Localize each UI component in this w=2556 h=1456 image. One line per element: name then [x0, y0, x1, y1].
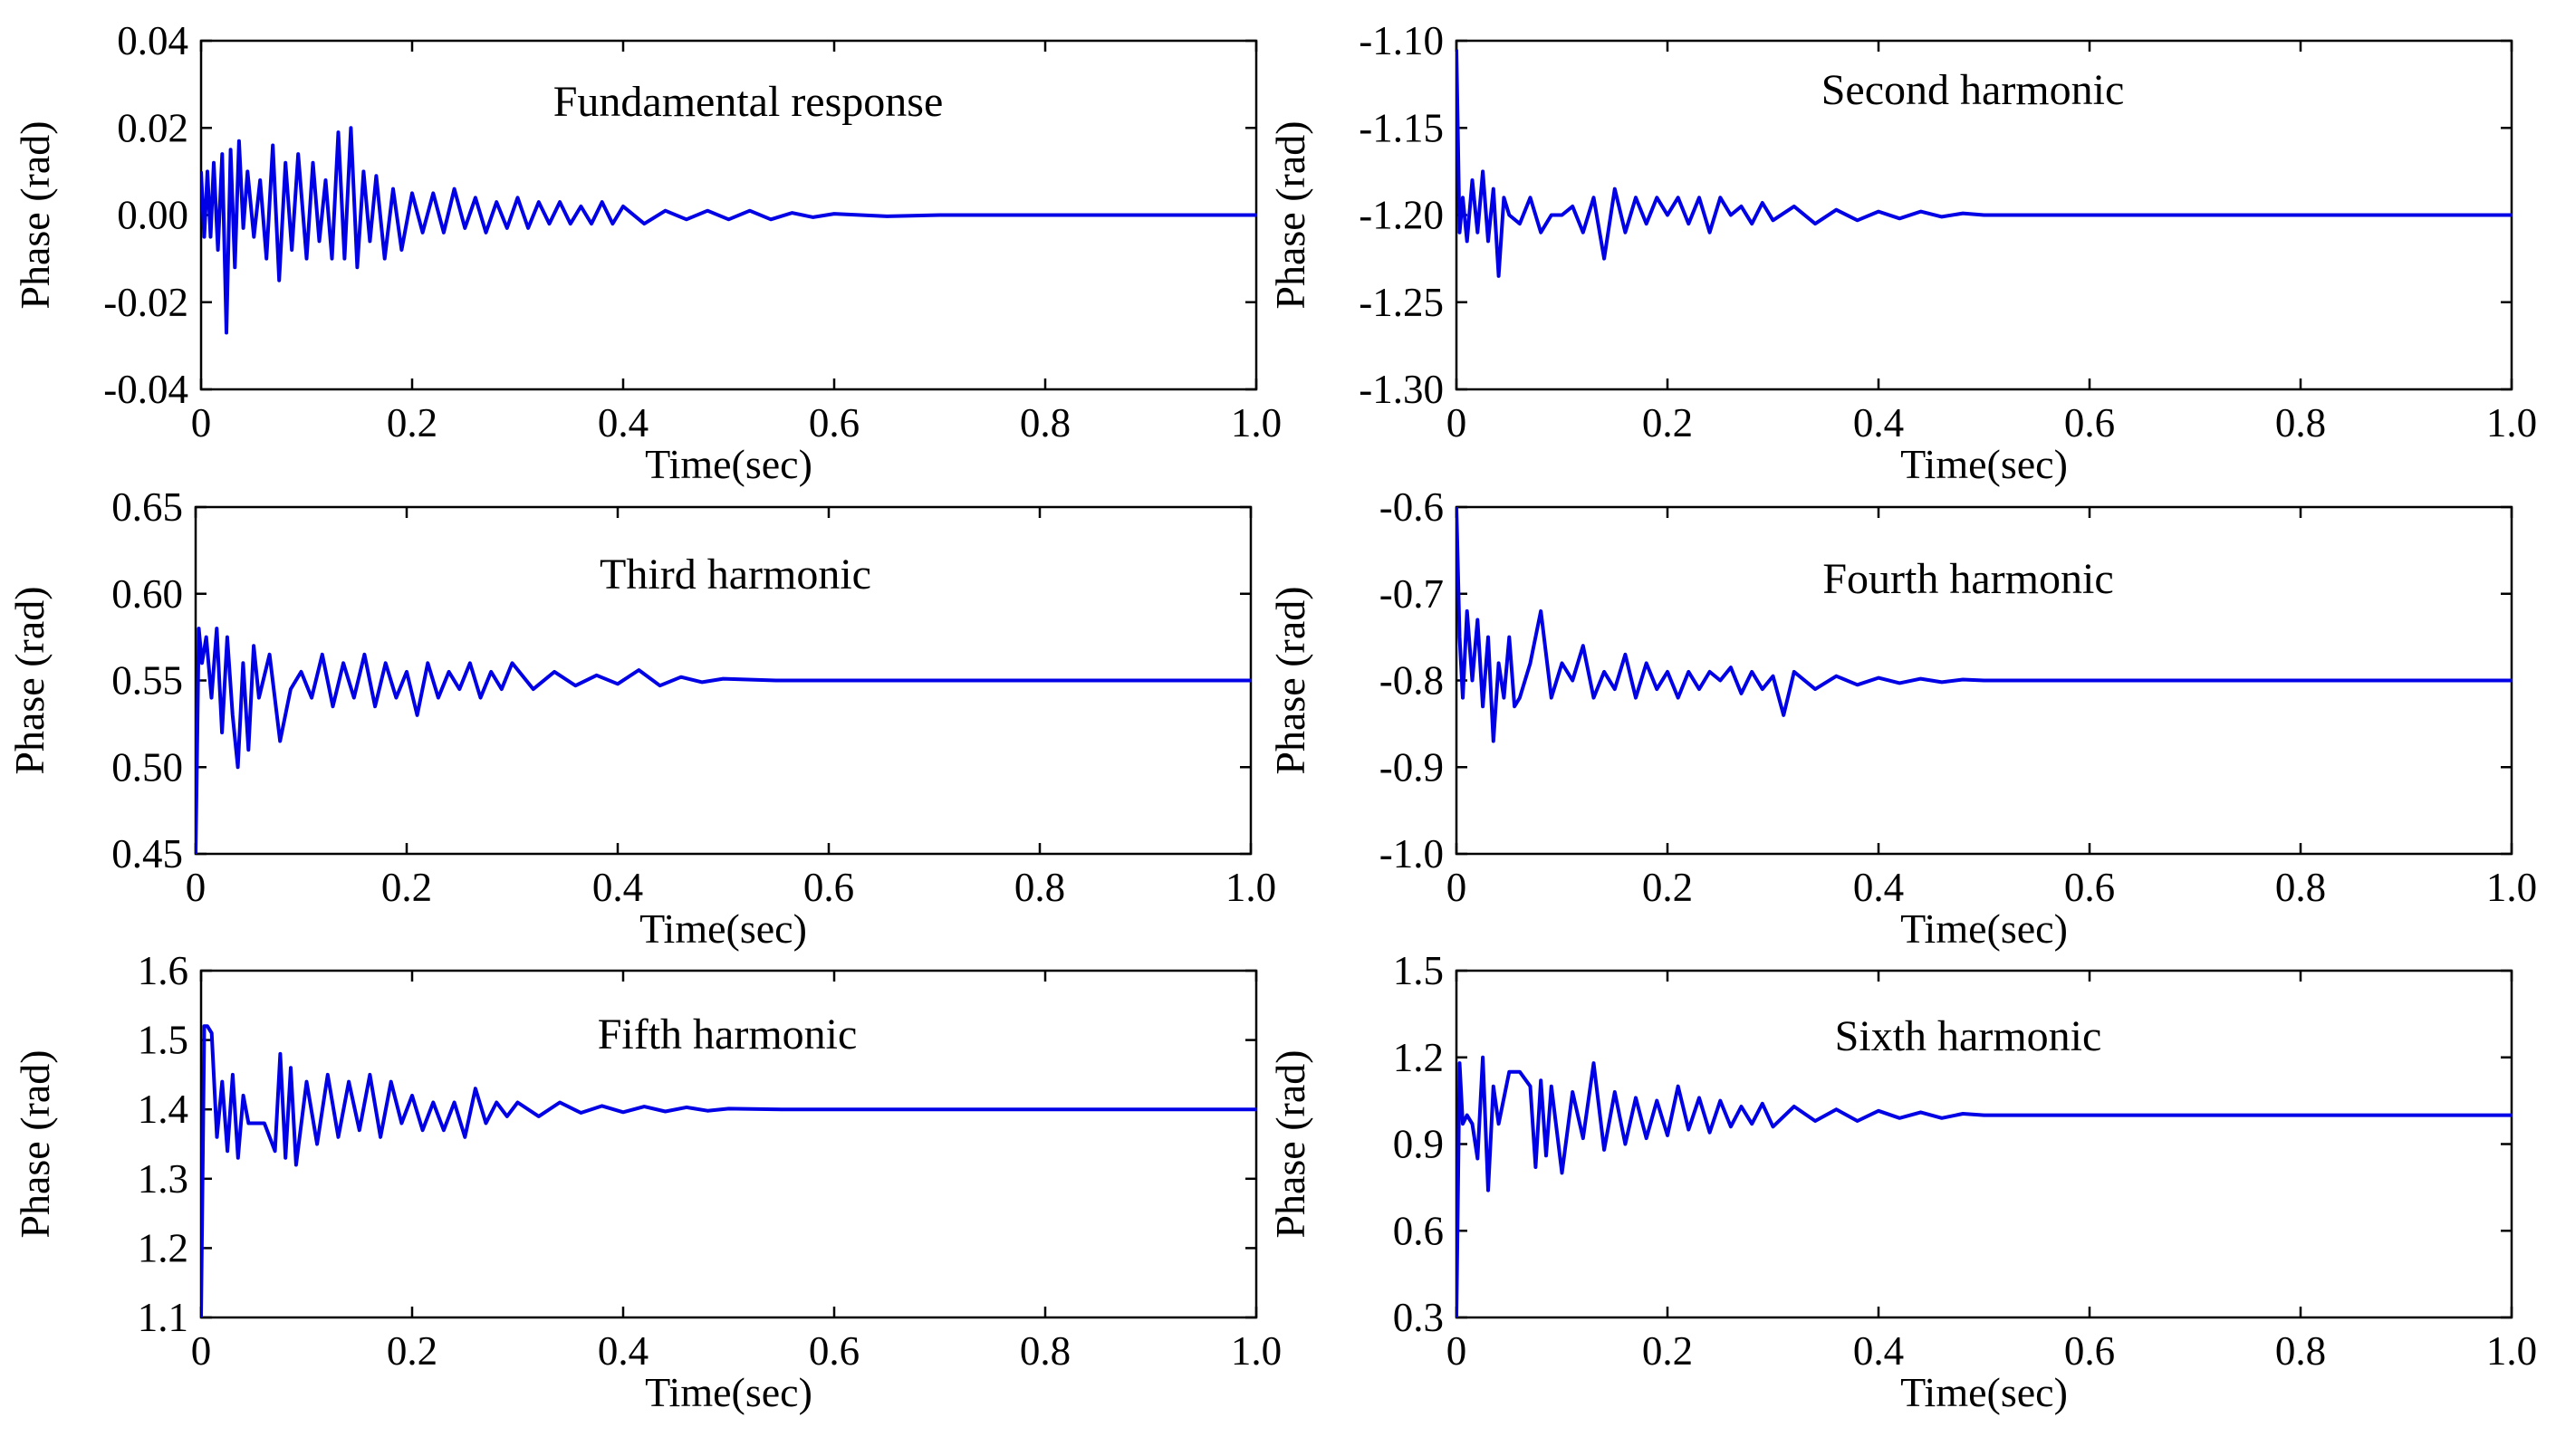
y-tick-label: 0.04 [117, 18, 188, 63]
x-axis-label: Time(sec) [1900, 905, 2068, 952]
x-tick-label: 1.0 [2486, 1328, 2537, 1374]
y-tick-label: -0.7 [1379, 571, 1444, 617]
x-axis-label: Time(sec) [1900, 441, 2068, 487]
chart-panel-3: 0 0.2 0.4 0.6 0.8 1.0 0.65 0.60 0.55 0.50 0.45 Time… [6, 484, 1276, 952]
y-tick-label: 0.55 [111, 658, 183, 704]
chart-panel-1: 0 0.2 0.4 0.6 0.8 1.0 0.04 0.02 0.00 -0.02 -0.04 Ti… [12, 18, 1282, 487]
x-tick-label: 0 [1446, 865, 1467, 910]
series-line [1456, 507, 2512, 743]
series-line [1456, 49, 2512, 278]
x-axis-label: Time(sec) [639, 905, 807, 952]
x-tick-label: 0.4 [592, 865, 643, 910]
y-tick-label: -1.30 [1359, 367, 1444, 412]
x-axis-label: Time(sec) [645, 1369, 812, 1415]
x-axis-label: Time(sec) [645, 441, 812, 487]
y-tick-label: 0.45 [111, 831, 183, 876]
y-tick-label: 1.4 [138, 1087, 188, 1132]
y-axis-label: Phase (rad) [1267, 586, 1313, 774]
y-tick-label: -0.6 [1379, 484, 1444, 530]
x-tick-label: 0.2 [381, 865, 432, 910]
x-tick-label: 1.0 [1225, 865, 1276, 910]
x-tick-label: 0.2 [1642, 1328, 1693, 1374]
x-tick-label: 0.6 [803, 865, 854, 910]
y-tick-label: -1.0 [1379, 831, 1444, 876]
y-tick-label: -1.15 [1359, 105, 1444, 150]
y-tick-label: 0.00 [117, 193, 188, 238]
series-line [201, 1024, 1256, 1317]
chart-title: Fourth harmonic [1822, 555, 2113, 603]
y-tick-label: -0.04 [103, 367, 188, 412]
plot-frame [199, 969, 1258, 1319]
chart-title: Sixth harmonic [1835, 1012, 2102, 1060]
y-tick-label: 1.2 [1393, 1035, 1444, 1080]
series-line [196, 627, 1251, 854]
y-tick-label: 0.60 [111, 571, 183, 617]
x-tick-label: 1.0 [2486, 400, 2537, 445]
y-tick-label: 1.2 [138, 1225, 188, 1270]
x-tick-label: 0.8 [2275, 1328, 2326, 1374]
x-tick-label: 0.6 [809, 1328, 860, 1374]
x-tick-label: 0 [191, 1328, 212, 1374]
y-tick-label: 1.3 [138, 1156, 188, 1202]
x-tick-label: 0.6 [2064, 400, 2115, 445]
y-tick-label: 1.5 [1393, 948, 1444, 993]
y-tick-label: 1.1 [138, 1295, 188, 1340]
chart-panel-2: 0 0.2 0.4 0.6 0.8 1.0 -1.10 -1.15 -1.20 -1.25 -1.3… [1267, 18, 2537, 487]
x-tick-label: 0.8 [1020, 1328, 1071, 1374]
y-axis-label: Phase (rad) [1267, 120, 1313, 309]
y-axis-label: Phase (rad) [12, 120, 58, 309]
x-axis-label: Time(sec) [1900, 1369, 2068, 1415]
y-tick-label: 0.02 [117, 105, 188, 150]
x-tick-label: 0 [1446, 400, 1467, 445]
y-tick-label: -0.02 [103, 280, 188, 325]
x-tick-label: 0 [1446, 1328, 1467, 1374]
series-line [201, 126, 1256, 335]
chart-title: Fundamental response [553, 78, 944, 126]
x-tick-label: 0.4 [598, 400, 649, 445]
y-tick-label: -1.25 [1359, 280, 1444, 325]
x-tick-label: 0 [186, 865, 207, 910]
y-tick-label: 0.6 [1393, 1208, 1444, 1253]
y-axis-label: Phase (rad) [6, 586, 53, 774]
x-tick-label: 0.2 [387, 400, 437, 445]
y-tick-label: -0.9 [1379, 744, 1444, 790]
x-tick-label: 0.4 [1853, 1328, 1904, 1374]
y-tick-label: 0.50 [111, 744, 183, 790]
chart-title: Third harmonic [600, 551, 871, 599]
y-tick-label: 0.65 [111, 484, 183, 530]
x-tick-label: 1.0 [2486, 865, 2537, 910]
chart-panel-5: 0 0.2 0.4 0.6 0.8 1.0 1.6 1.5 1.4 1.3 1.2 1.1 Time(s… [12, 948, 1282, 1415]
x-tick-label: 0.4 [598, 1328, 649, 1374]
y-tick-label: 1.5 [138, 1018, 188, 1063]
x-tick-label: 0.4 [1853, 400, 1904, 445]
chart-panel-4: 0 0.2 0.4 0.6 0.8 1.0 -0.6 -0.7 -0.8 -0.9 -1.0 Time… [1267, 484, 2537, 952]
x-tick-label: 0 [191, 400, 212, 445]
x-tick-label: 0.8 [1020, 400, 1071, 445]
y-tick-label: 0.3 [1393, 1295, 1444, 1340]
x-tick-label: 0.6 [809, 400, 860, 445]
x-tick-label: 0.8 [2275, 865, 2326, 910]
y-tick-label: -1.10 [1359, 18, 1444, 63]
y-tick-label: -1.20 [1359, 193, 1444, 238]
x-tick-label: 0.4 [1853, 865, 1904, 910]
y-tick-label: 0.9 [1393, 1122, 1444, 1167]
series-line [1456, 1055, 2512, 1317]
chart-title: Fifth harmonic [598, 1011, 858, 1058]
x-tick-label: 1.0 [1231, 1328, 1282, 1374]
x-tick-label: 0.6 [2064, 1328, 2115, 1374]
y-tick-label: -0.8 [1379, 658, 1444, 704]
y-axis-label: Phase (rad) [12, 1049, 58, 1238]
x-tick-label: 0.6 [2064, 865, 2115, 910]
y-tick-label: 1.6 [138, 948, 188, 993]
chart-title: Second harmonic [1821, 66, 2125, 114]
y-axis-label: Phase (rad) [1267, 1049, 1313, 1238]
x-tick-label: 0.2 [1642, 865, 1693, 910]
x-tick-label: 1.0 [1231, 400, 1282, 445]
x-tick-label: 0.2 [1642, 400, 1693, 445]
chart-panel-6: 0 0.2 0.4 0.6 0.8 1.0 1.5 1.2 0.9 0.6 0.3 Time(sec)… [1267, 948, 2537, 1415]
x-tick-label: 0.2 [387, 1328, 437, 1374]
x-tick-label: 0.8 [2275, 400, 2326, 445]
x-tick-label: 0.8 [1014, 865, 1065, 910]
